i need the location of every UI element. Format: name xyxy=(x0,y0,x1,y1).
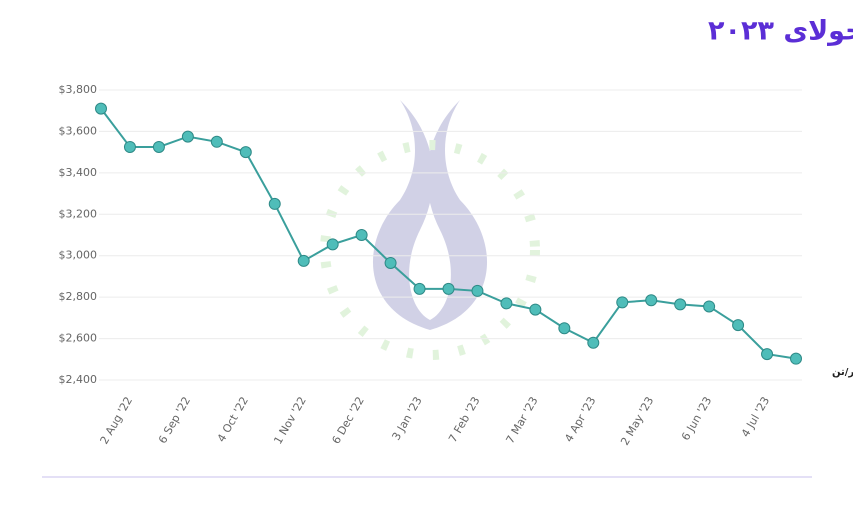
data-point xyxy=(442,282,455,295)
x-tick-label: 4 Apr '23 xyxy=(562,395,598,445)
annotation: ۲۵۰۳دلار/تن xyxy=(832,367,853,378)
data-point xyxy=(413,282,426,295)
x-tick-label: 6 Sep '22 xyxy=(156,395,193,446)
x-tick-label: 6 Dec '22 xyxy=(329,395,366,447)
x-tick-label: 7 Feb '23 xyxy=(446,395,483,445)
x-tick-label: 6 Jun '23 xyxy=(679,395,714,443)
data-point xyxy=(210,135,223,148)
y-tick-label: $2,800 xyxy=(59,290,98,303)
data-point xyxy=(500,297,513,310)
data-point xyxy=(239,146,252,159)
data-point xyxy=(326,238,339,251)
data-point xyxy=(355,229,368,241)
x-tick-label: 4 Oct '22 xyxy=(215,395,251,445)
x-tick-label: 1 Nov '22 xyxy=(271,395,309,447)
data-point xyxy=(732,319,745,332)
data-point xyxy=(384,256,397,269)
data-point xyxy=(703,300,716,313)
y-tick-label: $2,400 xyxy=(59,373,98,386)
y-tick-label: $2,600 xyxy=(59,332,98,345)
x-tick-label: 2 Aug '22 xyxy=(98,395,136,447)
x-tick-label: 4 Jul '23 xyxy=(739,395,772,440)
data-point xyxy=(587,336,600,349)
data-point xyxy=(297,254,310,267)
data-point xyxy=(616,296,629,309)
data-point xyxy=(529,303,542,316)
data-point xyxy=(790,352,802,365)
data-point xyxy=(674,298,687,311)
chart-title: میانگین قیمت جهانی پودر شیرخشک اسکیم–۱۸ج… xyxy=(708,15,853,47)
data-point xyxy=(558,322,571,335)
y-tick-label: $3,000 xyxy=(59,249,98,262)
x-tick-label: 3 Jan '23 xyxy=(389,395,424,443)
y-tick-label: $3,800 xyxy=(59,83,98,96)
y-tick-label: $3,200 xyxy=(59,207,98,220)
data-point xyxy=(645,294,658,307)
data-point xyxy=(761,348,774,361)
data-point xyxy=(95,102,107,115)
watermark-logo xyxy=(320,100,540,360)
x-tick-label: 7 Mar '23 xyxy=(503,395,540,446)
data-point xyxy=(181,130,194,143)
data-point xyxy=(123,140,136,153)
y-tick-label: $3,600 xyxy=(59,124,98,137)
data-point xyxy=(152,140,165,153)
x-tick-label: 2 May '23 xyxy=(618,395,656,448)
data-point xyxy=(268,197,281,210)
y-tick-label: $3,400 xyxy=(59,166,98,179)
data-point xyxy=(471,284,484,297)
